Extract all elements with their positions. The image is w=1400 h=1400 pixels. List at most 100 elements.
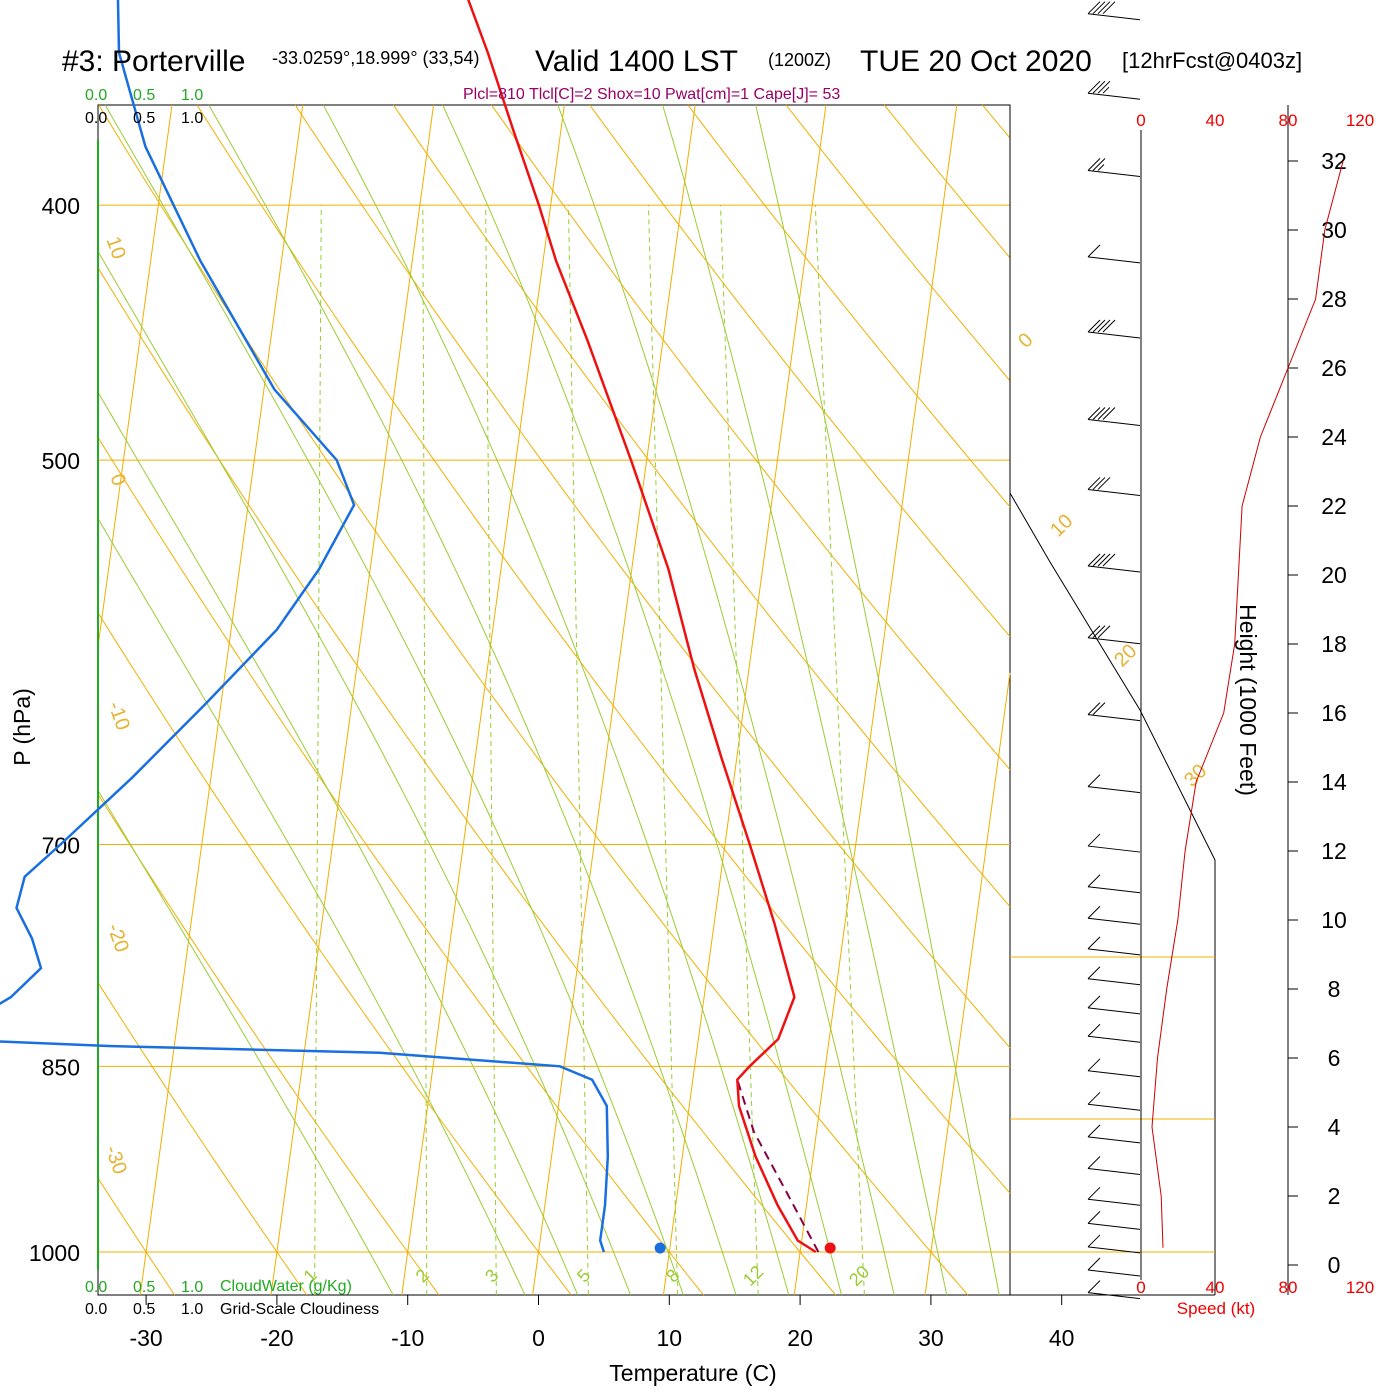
moist-adiabat <box>285 714 292 725</box>
dry-adiabat <box>304 589 320 611</box>
mixing-ratio-label-2: 3 <box>481 1265 502 1286</box>
moist-adiabat <box>968 1137 971 1145</box>
moist-adiabat <box>578 658 584 669</box>
dry-adiabat <box>783 923 797 939</box>
dry-adiabat <box>953 313 976 341</box>
moist-adiabat <box>626 300 632 315</box>
moist-adiabat <box>630 313 636 328</box>
moist-adiabat <box>555 599 561 610</box>
station-title: #3: Porterville <box>62 45 245 78</box>
dry-adiabat <box>838 844 853 862</box>
dry-adiabat <box>529 1240 539 1253</box>
dry-adiabat <box>650 907 664 924</box>
moist-adiabat <box>617 274 623 288</box>
moist-adiabat <box>331 326 340 340</box>
moist-adiabat <box>755 104 759 117</box>
dry-adiabat <box>827 1285 837 1296</box>
moist-adiabat <box>472 930 477 939</box>
dry-adiabat <box>160 1274 169 1287</box>
moist-adiabat <box>459 376 466 390</box>
moist-adiabat <box>325 1174 330 1182</box>
dry-adiabat <box>818 1118 831 1132</box>
moist-adiabat <box>794 609 798 620</box>
moist-adiabat <box>709 1032 713 1040</box>
moist-adiabat <box>863 609 867 620</box>
dry-adiabat <box>825 413 845 438</box>
moist-adiabat <box>434 526 441 538</box>
moist-adiabat <box>951 1052 955 1060</box>
dry-adiabat <box>540 459 559 483</box>
moist-adiabat <box>802 915 805 924</box>
dry-adiabat <box>770 907 784 924</box>
dry-adiabat <box>795 648 812 669</box>
moist-adiabat <box>191 413 200 426</box>
dry-adiabat <box>219 1168 229 1182</box>
moist-adiabat <box>489 967 495 976</box>
moist-adiabat <box>621 287 628 302</box>
dry-adiabat <box>975 339 997 366</box>
dry-adiabat <box>575 967 588 983</box>
moist-adiabat <box>764 1211 767 1218</box>
dry-adiabat <box>766 339 788 366</box>
dry-adiabat <box>565 1118 577 1132</box>
moist-adiabat <box>789 589 793 600</box>
moist-adiabat <box>247 648 255 660</box>
moist-adiabat <box>509 1263 514 1270</box>
wind-barb <box>1087 407 1141 426</box>
moist-adiabat <box>825 425 830 438</box>
moist-adiabat <box>747 705 751 716</box>
dry-adiabat <box>555 1274 565 1287</box>
moist-adiabat <box>375 876 381 885</box>
moist-adiabat <box>223 131 233 147</box>
moist-adiabat <box>172 915 179 924</box>
wind-speed-line <box>1151 160 1344 1248</box>
moist-adiabat <box>536 750 542 761</box>
moist-adiabat <box>749 1162 753 1170</box>
wind-barb <box>1087 244 1141 264</box>
dry-adiabat <box>977 1156 990 1170</box>
moist-adiabat <box>412 482 420 495</box>
dry-adiabat <box>903 923 917 939</box>
moist-adiabat <box>445 876 451 885</box>
moist-adiabat <box>842 504 846 516</box>
moist-adiabat <box>415 953 421 962</box>
moist-adiabat <box>614 945 619 954</box>
moist-adiabat <box>658 1066 663 1074</box>
moist-adiabat <box>782 558 786 570</box>
moist-adiabat <box>859 1150 863 1157</box>
moist-adiabat <box>886 1018 890 1026</box>
dry-adiabat <box>671 1092 683 1107</box>
moist-adiabat <box>933 960 937 969</box>
dry-adiabat <box>345 648 360 669</box>
dry-adiabat <box>614 860 628 877</box>
moist-adiabat <box>938 982 941 990</box>
moist-adiabat <box>195 558 203 570</box>
dry-adiabat <box>697 668 714 688</box>
moist-adiabat <box>871 1199 874 1206</box>
moist-adiabat <box>506 1003 511 1012</box>
moist-adiabat <box>669 436 675 449</box>
x-axis-title: Temperature (C) <box>609 1360 776 1386</box>
moist-adiabat <box>229 741 236 752</box>
moist-adiabat <box>814 696 818 706</box>
moist-adiabat <box>600 907 605 916</box>
dry-adiabat <box>99 1181 109 1194</box>
wind-barb <box>1087 995 1141 1015</box>
dry-adiabat <box>563 1285 572 1296</box>
moist-adiabat <box>368 1251 373 1258</box>
moist-adiabat <box>549 1099 554 1107</box>
moist-adiabat <box>862 1162 866 1170</box>
moist-adiabat <box>678 161 684 177</box>
moist-adiabat <box>351 696 358 707</box>
moist-adiabat <box>866 1181 870 1188</box>
moist-adiabat <box>566 1268 570 1275</box>
dry-adiabat <box>491 104 500 117</box>
moist-adiabat <box>631 579 637 590</box>
moist-adiabat <box>496 459 503 472</box>
dry-adiabat <box>312 1118 323 1132</box>
dry-adiabat <box>564 953 577 969</box>
dry-adiabat <box>410 1079 422 1094</box>
dry-adiabat <box>526 589 543 611</box>
moist-adiabat <box>682 176 688 191</box>
moist-adiabat <box>628 982 633 991</box>
